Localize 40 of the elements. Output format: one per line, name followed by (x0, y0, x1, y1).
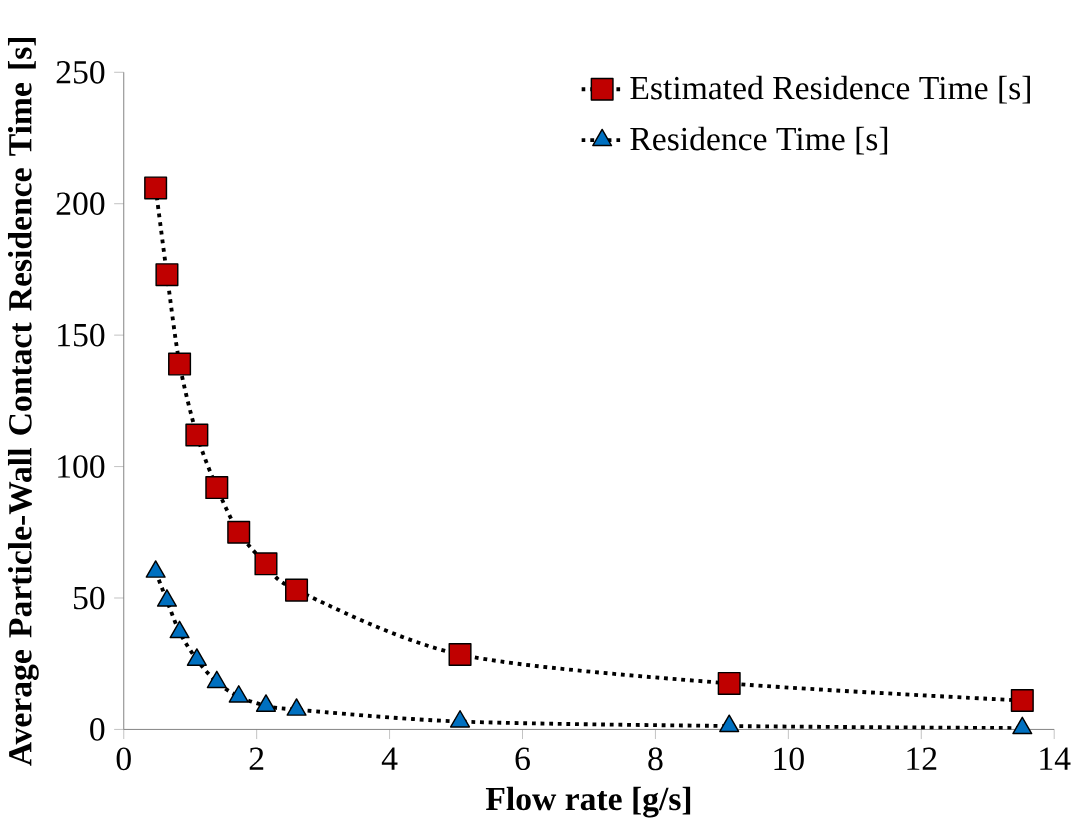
point (286, 697, 307, 716)
x-tick-label: 10 (774, 747, 804, 770)
y-axis-title: Average Particle-Wall Contact Residence Time [s] (7, 37, 39, 766)
point (717, 671, 741, 695)
point (719, 714, 740, 732)
point (285, 578, 309, 602)
point (185, 423, 209, 447)
y-tick-label: 100 (58, 454, 105, 478)
point (228, 684, 249, 703)
x-tick-label: 0 (116, 747, 131, 770)
point (1012, 716, 1033, 735)
x-tick-label: 12 (907, 747, 937, 770)
point (254, 552, 278, 576)
y-tick-label: 50 (74, 586, 105, 610)
point (144, 176, 168, 200)
y-tick-label: 150 (58, 323, 105, 347)
point (449, 709, 471, 728)
y-tick-label: 200 (56, 192, 105, 215)
legend-label: Estimated Residence Time [s] (630, 75, 1030, 104)
y-tick-label: 0 (90, 717, 105, 741)
x-tick-label: 4 (381, 747, 398, 770)
x-tick-label: 14 (1040, 747, 1071, 770)
x-tick-label: 8 (648, 747, 663, 770)
point (206, 670, 227, 689)
point (255, 694, 277, 712)
point (227, 520, 251, 544)
point (205, 475, 229, 499)
point (169, 620, 190, 639)
y-tick-label: 250 (56, 60, 105, 84)
x-axis-title: Flow rate [g/s] (485, 786, 691, 818)
x-tick-label: 2 (249, 747, 264, 770)
point (156, 588, 178, 607)
point (448, 642, 472, 666)
point (186, 648, 207, 666)
point (168, 352, 192, 376)
legend-label: Residence Time [s] (630, 126, 888, 155)
point (145, 559, 166, 578)
point (155, 262, 179, 286)
x-tick-label: 6 (515, 747, 530, 770)
point (1010, 688, 1034, 712)
